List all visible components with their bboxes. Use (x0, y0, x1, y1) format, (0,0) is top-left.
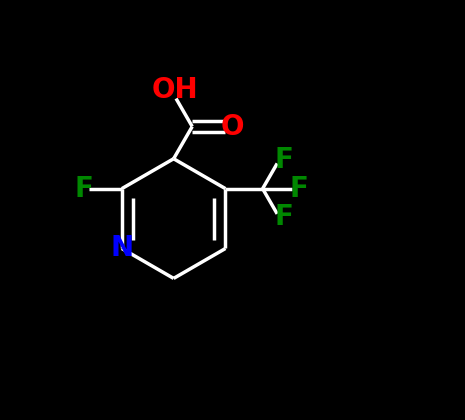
Text: F: F (275, 146, 294, 174)
Text: N: N (110, 234, 133, 262)
Text: O: O (221, 113, 245, 141)
Text: F: F (289, 175, 308, 203)
Text: F: F (275, 203, 294, 231)
Text: OH: OH (151, 76, 198, 105)
Text: F: F (74, 175, 93, 203)
